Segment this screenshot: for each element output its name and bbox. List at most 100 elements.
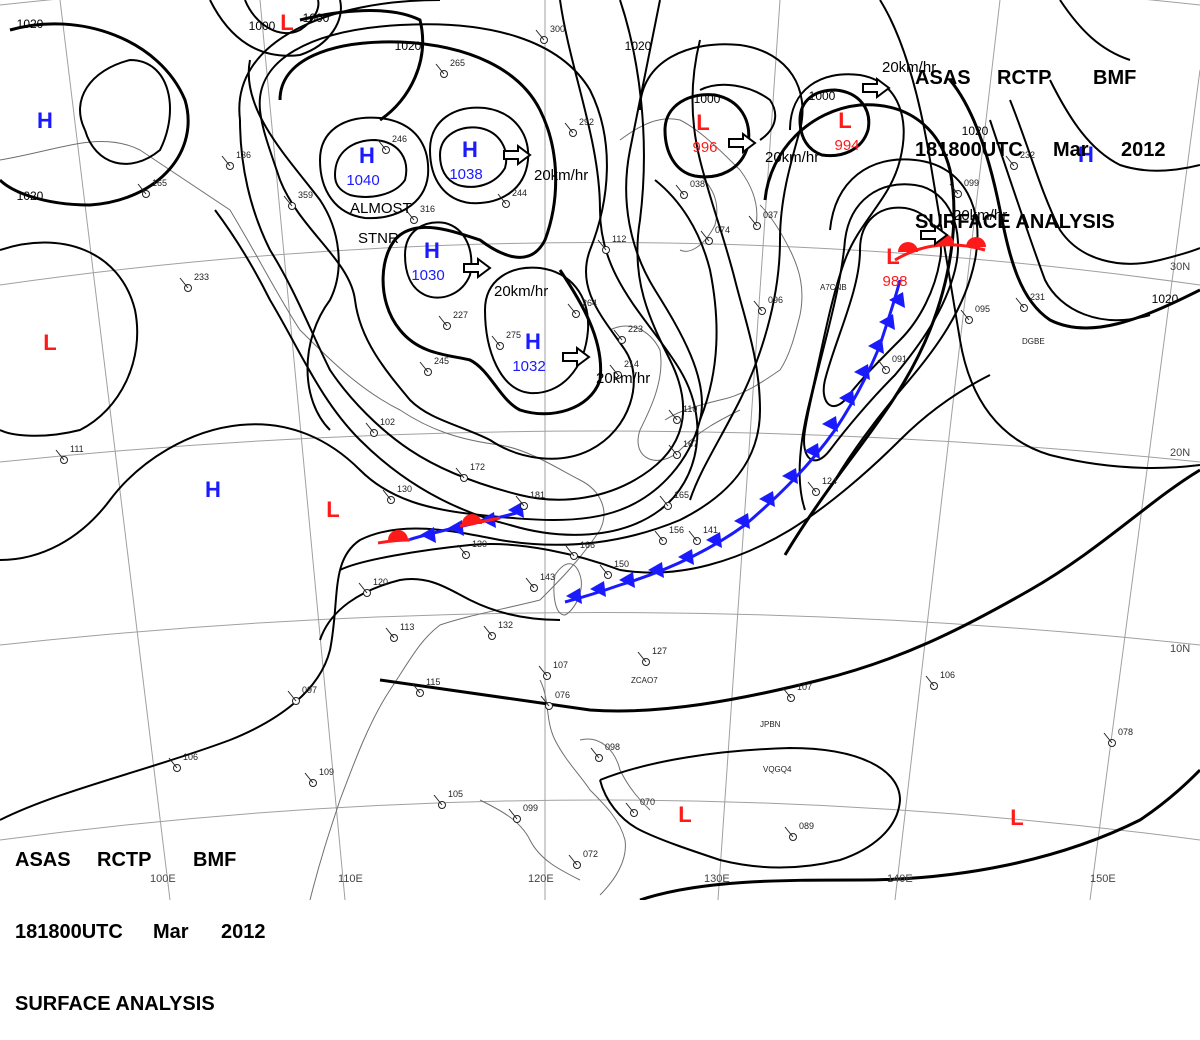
wind-barb-icon bbox=[668, 444, 678, 456]
wind-barb-icon bbox=[55, 449, 65, 461]
station-pressure: 232 bbox=[1020, 150, 1035, 160]
wind-barb-icon bbox=[675, 184, 685, 196]
isobar-label: 1000 bbox=[694, 92, 721, 106]
station-pressure: 275 bbox=[506, 330, 521, 340]
low-pressure-center: L bbox=[1010, 805, 1023, 830]
high-symbol: H bbox=[359, 143, 375, 168]
wind-barb-icon bbox=[137, 183, 147, 195]
cold-front-triangle-icon bbox=[448, 520, 464, 536]
station-pressure: 115 bbox=[426, 677, 440, 687]
title-month: Mar bbox=[1053, 139, 1089, 161]
title-agency: ASAS bbox=[15, 849, 71, 871]
cold-front-triangle-icon bbox=[648, 562, 664, 578]
cold-front-triangle-icon bbox=[822, 416, 838, 432]
cold-front-triangle-icon bbox=[759, 491, 775, 507]
ship-callsign: VQGQ4 bbox=[763, 765, 792, 774]
cold-front-triangle-icon bbox=[879, 314, 895, 330]
wind-barb-icon bbox=[1015, 297, 1025, 309]
station-pressure: 150 bbox=[614, 559, 629, 569]
cold-front-triangle-icon bbox=[706, 532, 722, 548]
station-pressure: 292 bbox=[579, 117, 594, 127]
wind-barb-icon bbox=[382, 489, 392, 501]
station-pressure: 165 bbox=[674, 490, 689, 500]
motion-vector: 20km/hr bbox=[862, 59, 936, 99]
wind-barb-icon bbox=[567, 303, 577, 315]
isobar-label: 1020 bbox=[395, 39, 422, 53]
station-pressure: 264 bbox=[582, 298, 597, 308]
motion-arrow-icon bbox=[562, 346, 591, 368]
wind-barb-icon bbox=[565, 545, 575, 557]
station-pressure: 172 bbox=[470, 462, 485, 472]
wind-barb-icon bbox=[654, 530, 664, 542]
wind-barb-icon bbox=[497, 193, 507, 205]
wind-barb-icon bbox=[597, 239, 607, 251]
station-pressure: 166 bbox=[580, 540, 595, 550]
motion-vectors: 20km/hr 20km/hr 20km/hr 20km/hr 20km/hr 20km/… bbox=[463, 59, 1007, 387]
motion-vector: 20km/hr bbox=[920, 207, 1007, 246]
station-pressure: 097 bbox=[302, 685, 317, 695]
station-pressure: 105 bbox=[448, 789, 463, 799]
warm-front bbox=[377, 243, 986, 545]
station-pressure: 165 bbox=[152, 178, 167, 188]
station-pressure: 107 bbox=[553, 660, 568, 670]
central-pressure-value: 1032 bbox=[512, 358, 545, 375]
wind-barb-icon bbox=[540, 695, 550, 707]
cold-front-triangle-icon bbox=[590, 581, 606, 597]
station-pressure: 038 bbox=[690, 179, 705, 189]
wind-barb-icon bbox=[807, 481, 817, 493]
wind-barb-icon bbox=[688, 530, 698, 542]
low-pressure-center: L bbox=[678, 802, 691, 827]
motion-speed-label: 20km/hr bbox=[882, 59, 936, 76]
title-code: BMF bbox=[193, 849, 237, 871]
cold-front-triangle-icon bbox=[839, 390, 855, 406]
high-pressure-center: H 1038 bbox=[449, 137, 482, 183]
wind-barb-icon bbox=[365, 422, 375, 434]
station-pressure: 102 bbox=[380, 417, 395, 427]
station-pressure: 143 bbox=[540, 572, 555, 582]
wind-barb-icon bbox=[877, 359, 887, 371]
grid-label: 110E bbox=[338, 873, 363, 885]
high-symbol: H bbox=[525, 329, 541, 354]
station-pressure: 359 bbox=[298, 190, 313, 200]
wind-barb-icon bbox=[491, 335, 501, 347]
motion-vector: 20km/hr bbox=[503, 144, 588, 184]
high-symbol: H bbox=[205, 477, 221, 502]
title-year: 2012 bbox=[221, 921, 266, 943]
graticule bbox=[0, 0, 1200, 900]
title-product: SURFACE ANALYSIS bbox=[915, 211, 1115, 233]
motion-speed-label: 20km/hr bbox=[765, 149, 819, 166]
wind-barb-icon bbox=[1005, 155, 1015, 167]
high-pressure-center: H 1032 bbox=[512, 329, 545, 375]
grid-label: 100E bbox=[150, 873, 176, 885]
title-month: Mar bbox=[153, 921, 189, 943]
station-pressure: 106 bbox=[183, 752, 198, 762]
station-values: 359 246 265 316 300 292 275 264 223 214 227 245 172 1… bbox=[70, 24, 1133, 859]
stationary-annotation: ALMOST bbox=[350, 200, 412, 217]
cold-front-triangle-icon bbox=[889, 292, 905, 308]
low-symbol: L bbox=[838, 108, 851, 133]
station-pressure: 110 bbox=[683, 404, 697, 414]
station-plots bbox=[55, 29, 1116, 869]
station-pressure: 076 bbox=[555, 690, 570, 700]
motion-arrow-icon bbox=[728, 132, 757, 154]
title-time: 181800UTC bbox=[915, 139, 1023, 161]
station-pressure: 231 bbox=[1030, 292, 1045, 302]
warm-front-semicircle-icon bbox=[898, 242, 918, 252]
wind-barb-icon bbox=[525, 577, 535, 589]
title-year: 2012 bbox=[1121, 139, 1166, 161]
cold-front-triangle-icon bbox=[854, 364, 870, 380]
cold-front-triangles bbox=[420, 292, 905, 604]
high-symbol: H bbox=[37, 108, 53, 133]
wind-barb-icon bbox=[457, 544, 467, 556]
low-pressure-center: L 988 bbox=[882, 244, 907, 290]
grid-label: 140E bbox=[887, 873, 913, 885]
wind-barb-icon bbox=[535, 29, 545, 41]
grid-label: 150E bbox=[1090, 873, 1116, 885]
title-code: BMF bbox=[1093, 67, 1137, 89]
title-station: RCTP bbox=[97, 849, 152, 871]
wind-barb-icon bbox=[287, 690, 297, 702]
station-pressure: 227 bbox=[453, 310, 468, 320]
wind-barb-icon bbox=[515, 495, 525, 507]
isobar-label: 1020 bbox=[17, 189, 44, 203]
wind-barb-icon bbox=[304, 772, 314, 784]
